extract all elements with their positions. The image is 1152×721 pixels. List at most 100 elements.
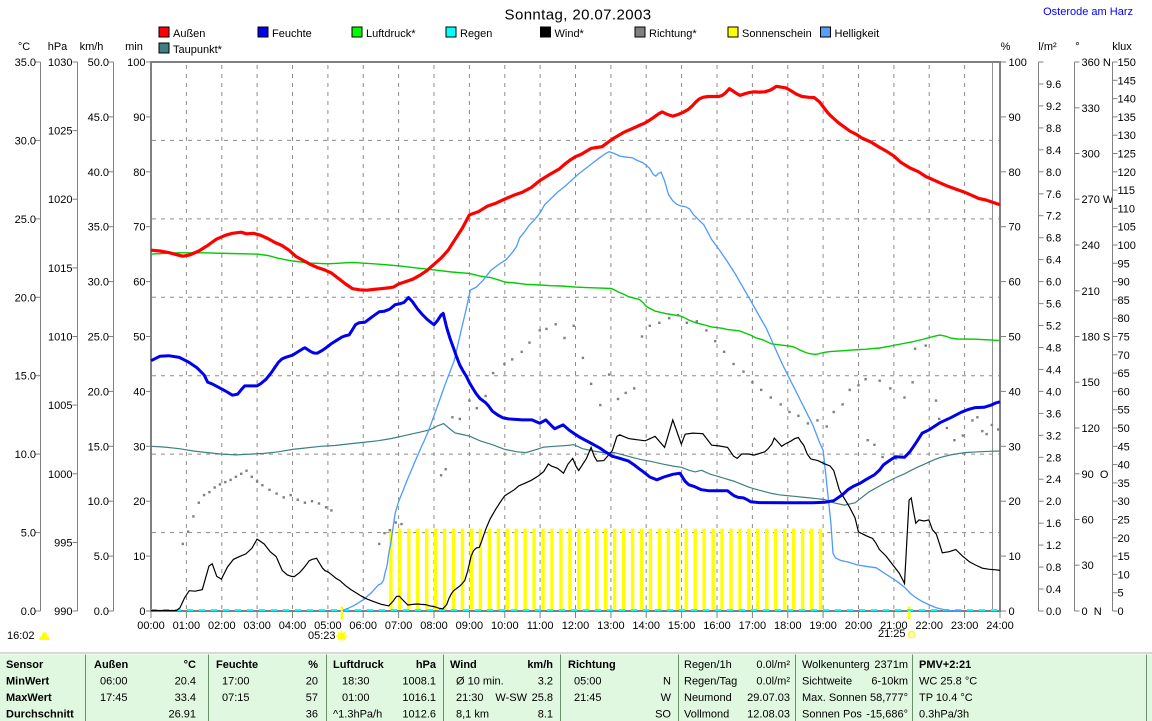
svg-text:150: 150	[1118, 57, 1136, 69]
svg-text:100: 100	[1009, 57, 1027, 69]
svg-text:8.1: 8.1	[538, 709, 553, 721]
svg-text:1010: 1010	[48, 332, 72, 344]
svg-text:35.0: 35.0	[88, 222, 109, 234]
svg-text:08:00: 08:00	[420, 620, 448, 632]
svg-text:90: 90	[1009, 112, 1021, 124]
svg-text:15.0: 15.0	[88, 441, 109, 453]
svg-text:140: 140	[1118, 94, 1136, 106]
svg-text:Regen/Tag: Regen/Tag	[684, 676, 737, 688]
svg-text:km/h: km/h	[527, 659, 553, 671]
svg-text:40: 40	[133, 386, 145, 398]
svg-text:Osterode am Harz: Osterode am Harz	[1043, 6, 1133, 18]
svg-text:145: 145	[1118, 75, 1136, 87]
svg-text:30: 30	[1118, 496, 1130, 508]
svg-text:Feuchte: Feuchte	[216, 659, 258, 671]
svg-text:00:00: 00:00	[137, 620, 165, 632]
svg-text:15:00: 15:00	[668, 620, 696, 632]
svg-text:Sonntag, 20.07.2003: Sonntag, 20.07.2003	[505, 7, 652, 24]
svg-text:06:00: 06:00	[100, 676, 128, 688]
svg-text:2.0: 2.0	[1046, 496, 1061, 508]
svg-text:40: 40	[1118, 460, 1130, 472]
svg-text:1012.6: 1012.6	[402, 709, 436, 721]
svg-text:25: 25	[1118, 515, 1130, 527]
svg-text:Vollmond: Vollmond	[684, 709, 729, 721]
svg-text:0.4: 0.4	[1046, 584, 1061, 596]
svg-text:06:00: 06:00	[349, 620, 377, 632]
svg-text:2.8: 2.8	[1046, 452, 1061, 464]
svg-text:°: °	[1075, 41, 1079, 53]
svg-text:11:00: 11:00	[527, 620, 554, 632]
svg-text:17:00: 17:00	[739, 620, 767, 632]
svg-text:50: 50	[133, 332, 145, 344]
svg-text:8.8: 8.8	[1046, 123, 1061, 135]
svg-text:120: 120	[1082, 423, 1100, 435]
svg-text:Wolkenunterg: Wolkenunterg	[802, 659, 870, 671]
svg-text:%: %	[1001, 41, 1011, 53]
svg-text:6.8: 6.8	[1046, 233, 1061, 245]
svg-text:1005: 1005	[48, 400, 72, 412]
svg-text:135: 135	[1118, 112, 1136, 124]
svg-text:20.0: 20.0	[15, 292, 36, 304]
svg-text:Sichtweite: Sichtweite	[802, 676, 852, 688]
svg-text:50: 50	[1009, 332, 1021, 344]
svg-text:80: 80	[133, 167, 145, 179]
svg-text:3.2: 3.2	[1046, 430, 1061, 442]
svg-text:5.2: 5.2	[1046, 321, 1061, 333]
svg-text:21:00: 21:00	[880, 620, 908, 632]
svg-text:13:00: 13:00	[597, 620, 625, 632]
svg-text:8,1 km: 8,1 km	[456, 709, 489, 721]
svg-text:1.6: 1.6	[1046, 518, 1061, 530]
svg-text:8.4: 8.4	[1046, 145, 1061, 157]
svg-text:5.0: 5.0	[94, 551, 109, 563]
svg-text:0: 0	[139, 606, 145, 618]
svg-text:Sonnenschein: Sonnenschein	[742, 28, 812, 40]
svg-text:hPa: hPa	[48, 41, 68, 53]
svg-text:Außen: Außen	[173, 28, 205, 40]
svg-text:1008.1: 1008.1	[402, 676, 436, 688]
svg-text:60: 60	[133, 277, 145, 289]
svg-text:65: 65	[1118, 368, 1130, 380]
svg-text:9.2: 9.2	[1046, 101, 1061, 113]
svg-text:6.4: 6.4	[1046, 255, 1061, 267]
svg-text:PMV+2:21: PMV+2:21	[919, 659, 971, 671]
svg-text:9.6: 9.6	[1046, 79, 1061, 91]
svg-text:130: 130	[1118, 130, 1136, 142]
svg-text:2371m: 2371m	[874, 659, 908, 671]
svg-text:60: 60	[1009, 277, 1021, 289]
svg-text:29.07.03: 29.07.03	[747, 692, 790, 704]
svg-text:hPa: hPa	[416, 659, 437, 671]
svg-text:05:00: 05:00	[574, 676, 602, 688]
svg-text:26.91: 26.91	[168, 709, 196, 721]
svg-text:TP 10.4 °C: TP 10.4 °C	[919, 692, 973, 704]
svg-text:21:25: 21:25	[878, 628, 906, 640]
svg-text:1.2: 1.2	[1046, 540, 1061, 552]
svg-text:5.0: 5.0	[21, 528, 36, 540]
svg-text:N: N	[663, 676, 671, 688]
svg-text:WC 25.8 °C: WC 25.8 °C	[919, 676, 977, 688]
svg-text:SO: SO	[655, 709, 671, 721]
svg-text:115: 115	[1118, 185, 1136, 197]
svg-text:25.8: 25.8	[532, 692, 553, 704]
svg-text:45: 45	[1118, 441, 1130, 453]
svg-text:7.6: 7.6	[1046, 189, 1061, 201]
svg-text:40.0: 40.0	[88, 167, 109, 179]
svg-text:Luftdruck*: Luftdruck*	[366, 28, 416, 40]
svg-text:18:30: 18:30	[342, 676, 370, 688]
svg-text:0.0l/m²: 0.0l/m²	[756, 676, 790, 688]
svg-text:20.0: 20.0	[88, 386, 109, 398]
svg-text:300: 300	[1082, 149, 1100, 161]
svg-text:60: 60	[1082, 515, 1094, 527]
svg-text:^1.3hPa/h: ^1.3hPa/h	[333, 709, 382, 721]
svg-text:klux: klux	[1112, 41, 1132, 53]
svg-text:125: 125	[1118, 149, 1136, 161]
svg-text:12:00: 12:00	[562, 620, 590, 632]
svg-text:85: 85	[1118, 295, 1130, 307]
svg-text:100: 100	[1118, 240, 1136, 252]
svg-text:105: 105	[1118, 222, 1136, 234]
svg-text:5.6: 5.6	[1046, 299, 1061, 311]
svg-text:%: %	[308, 659, 318, 671]
svg-text:0.8: 0.8	[1046, 562, 1061, 574]
svg-text:l/m²: l/m²	[1038, 41, 1057, 53]
svg-text:W-SW: W-SW	[495, 692, 527, 704]
svg-text:20: 20	[306, 676, 318, 688]
